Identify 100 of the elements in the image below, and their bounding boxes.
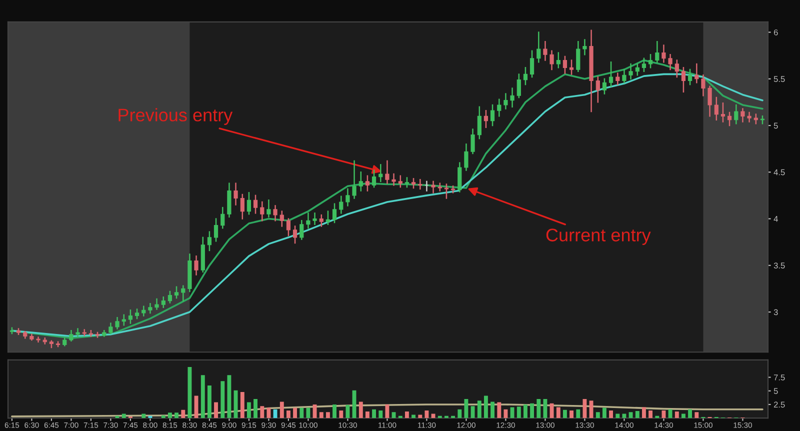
bar — [254, 399, 258, 418]
candlestick — [154, 298, 159, 310]
bar — [227, 375, 232, 418]
bar — [662, 410, 666, 418]
bar — [556, 407, 560, 418]
candlestick — [431, 180, 436, 194]
candlestick — [655, 40, 660, 63]
candlestick — [727, 112, 732, 126]
candlestick — [234, 182, 238, 206]
bar — [174, 412, 178, 418]
candlestick — [694, 63, 699, 84]
bar — [596, 412, 600, 418]
bar — [616, 414, 620, 418]
bar — [293, 408, 297, 418]
bar — [372, 409, 376, 418]
y-tick-label: 6 — [774, 29, 778, 36]
candlestick — [266, 199, 271, 218]
candlestick — [142, 306, 146, 316]
bar — [161, 415, 166, 418]
candlestick — [392, 173, 396, 186]
annotation: Previous entry — [118, 108, 233, 125]
y-tick-label: 2.5 — [774, 402, 785, 408]
y-tick-label: 3 — [774, 309, 778, 316]
y-tick-label: 5 — [774, 388, 778, 394]
candlestick — [339, 196, 344, 214]
bar — [332, 404, 336, 418]
candlestick — [477, 106, 482, 140]
bar — [536, 399, 541, 418]
bar — [516, 406, 521, 418]
candlestick — [194, 255, 198, 276]
bar — [543, 399, 548, 418]
candlestick — [404, 177, 410, 188]
candlestick — [458, 162, 462, 192]
candlestick — [378, 164, 383, 182]
candlestick — [754, 114, 758, 124]
candlestick — [398, 175, 402, 188]
candlestick — [681, 67, 686, 93]
candlestick — [292, 226, 298, 244]
candlestick — [484, 110, 488, 128]
bar — [622, 414, 626, 418]
candlestick — [108, 322, 113, 334]
bar — [681, 414, 686, 418]
candlestick — [319, 214, 324, 227]
candlestick — [286, 218, 291, 236]
bar — [220, 381, 225, 418]
bar — [214, 402, 218, 418]
candlestick — [411, 178, 416, 189]
candlestick — [747, 112, 752, 122]
bar — [378, 410, 383, 418]
line-series — [11, 404, 764, 418]
bar — [398, 416, 402, 418]
candlestick — [635, 63, 640, 76]
bar — [648, 410, 652, 418]
bar — [530, 403, 534, 418]
candlestick — [418, 178, 422, 190]
bar — [523, 404, 528, 418]
candlestick — [122, 314, 126, 326]
candlestick — [490, 104, 495, 126]
candlestick — [174, 286, 179, 299]
bar — [358, 402, 363, 418]
bar — [306, 408, 310, 418]
candlestick — [365, 175, 370, 192]
candlestick — [128, 310, 133, 324]
candlestick — [181, 285, 186, 302]
bar — [635, 411, 640, 418]
candlestick — [246, 192, 252, 215]
bar — [404, 412, 409, 418]
candlestick — [734, 104, 738, 124]
bar — [688, 409, 692, 418]
candlestick — [444, 184, 449, 199]
bar — [444, 416, 448, 418]
candlestick — [569, 60, 574, 75]
candlestick — [516, 74, 521, 98]
bar — [365, 412, 370, 418]
bar — [694, 412, 699, 418]
bar — [142, 414, 146, 418]
bar — [582, 399, 587, 418]
bar — [122, 414, 126, 418]
candlestick — [253, 194, 258, 214]
bar — [200, 375, 205, 418]
candlestick — [628, 63, 633, 80]
candlestick — [352, 160, 356, 199]
bar — [418, 414, 422, 418]
bar — [642, 407, 646, 418]
bar — [497, 402, 502, 418]
candlestick — [616, 72, 620, 86]
candlestick — [662, 44, 666, 63]
candlestick — [596, 76, 600, 103]
candlestick — [326, 210, 330, 225]
bar — [260, 406, 264, 418]
bar — [674, 412, 679, 418]
candlestick — [504, 93, 508, 110]
candlestick — [536, 32, 541, 63]
candlestick — [668, 54, 672, 70]
y-tick-label: 5.5 — [774, 76, 785, 82]
candlestick — [220, 206, 225, 229]
candlestick — [464, 144, 468, 171]
bar — [319, 412, 324, 418]
candlestick — [642, 58, 646, 72]
candlestick — [306, 212, 310, 229]
